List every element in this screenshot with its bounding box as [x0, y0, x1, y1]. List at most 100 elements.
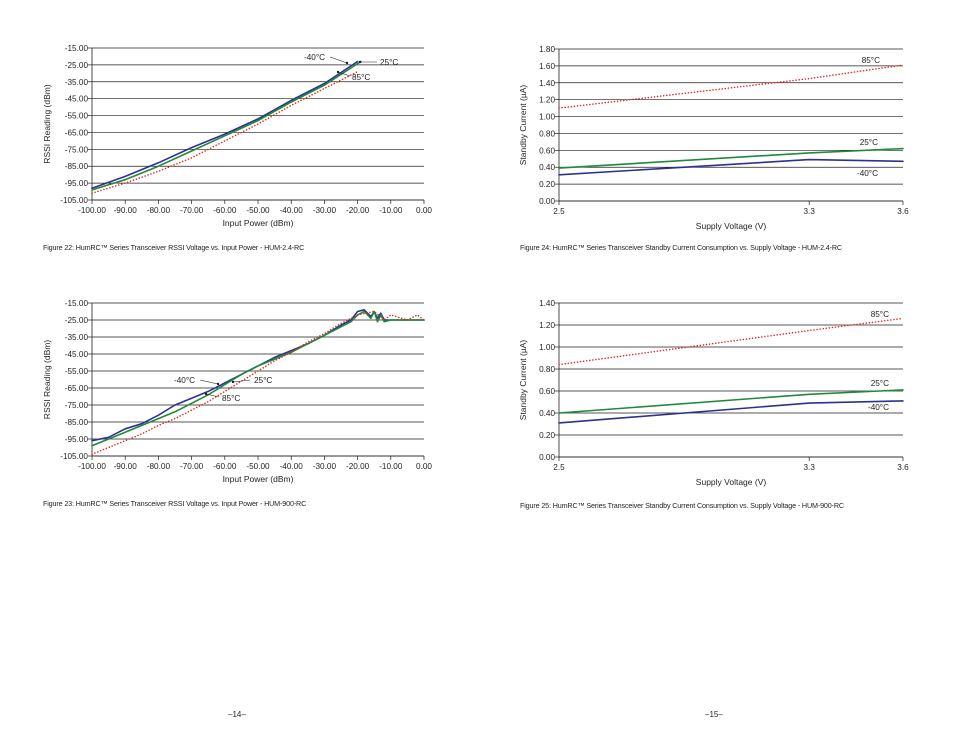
y-tick-label: 1.00: [539, 113, 555, 122]
x-tick-label: 3.3: [803, 463, 815, 472]
x-tick-label: 0.00: [416, 462, 432, 471]
y-tick-label: 1.80: [539, 45, 555, 54]
x-tick-label: -70.00: [180, 462, 204, 471]
x-tick-label: -30.00: [313, 206, 337, 215]
y-tick-label: -75.00: [65, 145, 89, 154]
y-tick-label: 0.40: [539, 409, 555, 418]
annotation-25c-arrowhead: [358, 60, 362, 64]
y-tick-label: -45.00: [65, 350, 89, 359]
annotation-85c: 85°C: [862, 56, 880, 65]
y-tick-label: -25.00: [65, 316, 89, 325]
series-line-85c: [91, 70, 359, 194]
series-line-25c: [91, 310, 425, 447]
x-tick-label: -50.00: [246, 206, 270, 215]
series-line-85c: [558, 317, 904, 366]
annotation-minus40-leader: [329, 56, 348, 64]
series-line-minus40c: [558, 400, 904, 424]
x-tick-label: 3.6: [897, 207, 909, 216]
annotation-85c-arrowhead: [336, 70, 340, 74]
x-tick-label: 2.5: [553, 207, 565, 216]
x-tick-label: -60.00: [213, 462, 237, 471]
x-tick-label: -10.00: [379, 462, 403, 471]
y-tick-label: -65.00: [65, 384, 89, 393]
y-tick-label: -35.00: [65, 78, 89, 87]
x-axis-title: Input Power (dBm): [223, 474, 294, 484]
chart-rssi-hum-900: -15.00 -25.00 -35.00 -45.00 -55.00 -65.00 -75.…: [42, 299, 432, 484]
series-line-25c: [558, 147, 904, 169]
x-tick-label: -30.00: [313, 462, 337, 471]
x-tick-label: -70.00: [180, 206, 204, 215]
page-number-right: –15–: [705, 710, 723, 719]
y-axis-title: RSSI Reading (dBm): [42, 84, 52, 164]
x-tick-label: -100.00: [78, 206, 106, 215]
y-tick-label: 1.40: [539, 79, 555, 88]
annotation-85c-leader: [205, 393, 220, 398]
figure-22-caption: Figure 22: HumRC™ Series Transceiver RSS…: [43, 243, 305, 252]
x-tick-label: 0.00: [416, 206, 432, 215]
y-tick-label: 0.80: [539, 129, 555, 138]
y-tick-label: 1.20: [539, 321, 555, 330]
x-tick-label: -80.00: [147, 462, 171, 471]
x-tick-label: 3.6: [897, 463, 909, 472]
chart-rssi-hum-2-4: -15.00 -25.00 -35.00 -45.00 -55.00 -65.00 -75.…: [42, 44, 432, 228]
annotation-85c: 85°C: [871, 310, 889, 319]
annotation-25c-leader: [232, 379, 251, 383]
figure-25-caption: Figure 25: HumRC™ Series Transceiver Sta…: [520, 501, 844, 510]
annotation-25c: 25°C: [254, 376, 272, 385]
y-tick-label: -105.00: [60, 196, 88, 205]
x-tick-label: -20.00: [346, 206, 370, 215]
annotation-minus40: -40°C: [868, 403, 889, 412]
figure-24-caption: Figure 24: HumRC™ Series Transceiver Sta…: [520, 243, 842, 252]
x-tick-label: -90.00: [114, 462, 138, 471]
x-axis-title: Supply Voltage (V): [696, 477, 767, 487]
y-tick-label: -25.00: [65, 61, 89, 70]
annotation-25c: 25°C: [380, 58, 398, 67]
page-number-left: –14–: [228, 710, 246, 719]
annotation-85c-arrowhead: [204, 392, 208, 396]
annotation-minus40: -40°C: [174, 376, 195, 385]
y-tick-label: -85.00: [65, 162, 89, 171]
y-axis-title: Standby Current (µA): [518, 340, 528, 421]
annotation-minus40: -40°C: [857, 169, 878, 178]
y-tick-label: 0.60: [539, 387, 555, 396]
y-tick-label: 1.20: [539, 96, 555, 105]
y-tick-label: 1.60: [539, 62, 555, 71]
x-tick-label: -10.00: [379, 206, 403, 215]
y-tick-label: -85.00: [65, 418, 89, 427]
y-tick-label: -95.00: [65, 179, 89, 188]
y-axis-title: RSSI Reading (dBm): [42, 340, 52, 420]
series-line-minus40c: [91, 60, 359, 189]
y-tick-label: 1.00: [539, 343, 555, 352]
y-tick-label: 0.80: [539, 365, 555, 374]
y-tick-label: 0.40: [539, 163, 555, 172]
annotation-minus40-leader: [199, 379, 219, 385]
x-axis-title: Input Power (dBm): [223, 218, 294, 228]
series-line-85c: [558, 64, 904, 109]
x-tick-label: -40.00: [280, 462, 304, 471]
annotation-85c: 85°C: [352, 73, 370, 82]
x-tick-label: -20.00: [346, 462, 370, 471]
annotation-minus40-arrowhead: [216, 382, 220, 386]
annotation-25c-arrowhead: [231, 380, 235, 384]
figure-23-caption: Figure 23: HumRC™ Series Transceiver RSS…: [43, 499, 307, 508]
y-tick-label: 1.40: [539, 299, 555, 308]
x-axis-title: Supply Voltage (V): [696, 221, 767, 231]
y-tick-label: 0.00: [539, 197, 555, 206]
annotation-85c-leader: [337, 71, 351, 77]
annotation-minus40-arrowhead: [345, 61, 349, 65]
y-tick-label: -45.00: [65, 95, 89, 104]
x-tick-label: -100.00: [78, 462, 106, 471]
series-line-25c: [558, 389, 904, 414]
chart-standby-hum-900: 1.40 1.20 1.00 0.80 0.60 0.40 0.20 0.002.5 3.3 3.…: [518, 299, 909, 487]
x-tick-label: -50.00: [246, 462, 270, 471]
annotation-25c: 25°C: [860, 138, 878, 147]
x-tick-label: 2.5: [553, 463, 565, 472]
y-tick-label: 0.60: [539, 146, 555, 155]
y-tick-label: -105.00: [60, 452, 88, 461]
x-tick-label: -40.00: [280, 206, 304, 215]
y-tick-label: -75.00: [65, 401, 89, 410]
y-tick-label: -55.00: [65, 112, 89, 121]
y-tick-label: -55.00: [65, 367, 89, 376]
chart-standby-hum-2-4: 1.80 1.60 1.40 1.20 1.00 0.80 0.60 0.40 0.20 0.00…: [518, 45, 909, 231]
series-line-minus40c: [558, 158, 904, 176]
